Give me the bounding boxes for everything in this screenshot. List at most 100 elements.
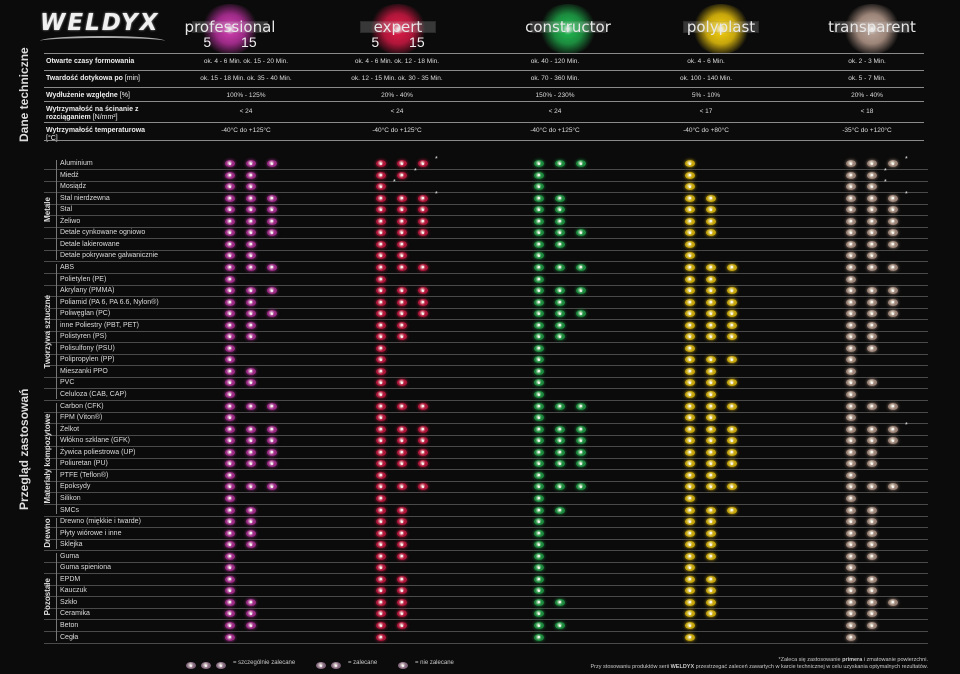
primer-asterisk: * [435,156,438,163]
legend-text: = szczególnie zalecane [233,660,296,666]
rating-dot [225,206,235,214]
rating-dot [727,321,737,329]
material-label: ABS [60,263,75,271]
material-row [44,170,928,182]
rating-dot [376,552,386,560]
rating-dot [267,160,277,167]
material-label: Beton [60,622,79,629]
legend-dot [201,662,211,669]
rating-dot [706,448,716,456]
rating-dot [376,633,386,641]
material-row [44,505,928,517]
footnote-primer: *Zaleca się zastosowanie primera i zmato… [778,657,928,663]
rating-dot [225,633,235,641]
rating-dot [534,275,544,283]
footnote-weldyx-bold: WELDYX [670,664,695,670]
product-polyplast: polyplast [661,0,781,56]
rating-dot [418,287,428,295]
rating-dot [225,252,235,260]
rating-dot [376,217,386,225]
tech-cell: ok. 4 - 6 Min. [687,58,725,65]
rating-dot [727,333,737,341]
rating-dot [706,298,716,306]
rating-dot [555,263,565,271]
rating-dot [846,344,856,352]
product-glow-icon [538,4,598,54]
rating-dot [888,194,898,202]
rating-dot [225,356,235,364]
tech-row-label: Otwarte czasy formowania [46,58,151,66]
material-label: Stal nierdzewna [60,194,110,202]
rating-dot [225,622,235,629]
rating-dot [867,379,877,387]
rating-dot [706,460,716,468]
rating-dot [846,552,856,560]
rating-dot [225,460,235,468]
rating-dot [225,425,235,433]
rating-dot [246,460,256,468]
rating-dot [246,622,256,629]
primer-asterisk: * [884,167,887,175]
rating-dot [418,298,428,306]
tech-cell: 20% - 40% [381,92,413,99]
rating-dot [685,494,695,502]
material-label: Żywica poliestrowa (UP) [60,448,136,456]
rating-dot [727,310,737,318]
rating-dot [846,391,856,398]
group-label: Materiały kompozytowe [43,413,52,504]
material-row [44,597,928,609]
rating-dot [534,425,544,433]
tech-cell: < 18 [860,108,874,115]
tech-cell: ok. 100 - 140 Min. [679,75,733,82]
rating-dot [376,425,386,433]
rating-dot [225,321,235,329]
footnote-weldyx-text: Przy stosowaniu produktów serii [590,664,671,670]
material-label: Żelkot [60,425,80,433]
material-row [44,297,928,309]
rating-dot [706,518,716,526]
rating-dot [846,506,856,514]
rating-dot [376,171,386,179]
rating-dot [225,518,235,526]
rating-dot [225,229,235,237]
rating-dot [534,552,544,560]
material-label: FPM (Viton®) [60,414,103,422]
tech-cell: ok. 40 - 120 Min. [530,58,580,65]
product-constructor: constructor [508,0,628,56]
legend-text: = zalecane [348,660,378,666]
primer-asterisk: * [884,179,887,187]
rating-dot [685,437,695,445]
product-nums: 5 15 [203,34,257,50]
material-row [44,181,928,194]
material-row [44,516,928,529]
rating-dot [685,518,695,526]
tech-cell: ok. 4 - 6 Min. ok. 15 - 20 Min. [203,58,289,65]
rating-dot [246,217,256,225]
rating-dot [685,471,695,479]
rating-dot [267,437,277,445]
weldyx-logo: WELDYX [40,10,160,36]
rating-dot [867,425,877,433]
rating-dot [685,287,695,295]
rating-dot [867,622,877,629]
rating-dot [846,437,856,445]
primer-asterisk: * [414,167,417,175]
rating-dot [397,610,407,618]
rating-dot [846,252,856,260]
rating-dot [397,448,407,456]
rating-dot [555,437,565,445]
rating-dot [727,263,737,271]
tech-row-label-text: Wytrzymałość na ścinanie z rozciąganiem [46,106,139,121]
rating-dot [225,437,235,445]
rating-dot [867,171,877,179]
rating-dot [225,263,235,271]
product-name: transparent [828,18,916,36]
footnote-primer-text-end: i zmatowanie powierzchni. [862,657,928,663]
rating-dot [727,425,737,433]
rating-dot [685,598,695,606]
rating-dot [685,252,695,260]
rating-dot [534,252,544,260]
rating-dot [246,448,256,456]
material-row [44,204,928,217]
rating-dot [225,333,235,341]
